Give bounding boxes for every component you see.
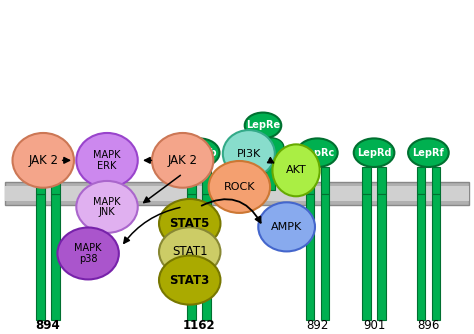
Circle shape [179, 138, 219, 167]
Text: MAPK
JNK: MAPK JNK [93, 196, 121, 217]
Bar [51, 194, 60, 320]
Ellipse shape [159, 256, 220, 305]
Text: 894: 894 [36, 319, 60, 332]
Bar [362, 167, 371, 194]
Bar [36, 167, 45, 194]
Bar [432, 194, 440, 320]
Text: PI3K: PI3K [237, 149, 261, 159]
Text: JAK 2: JAK 2 [28, 154, 58, 167]
Circle shape [408, 138, 449, 167]
Text: 901: 901 [363, 319, 385, 332]
Text: MAPK
ERK: MAPK ERK [93, 150, 121, 171]
Bar [251, 155, 260, 190]
Text: LepRf: LepRf [412, 148, 444, 158]
Bar [377, 194, 386, 320]
Circle shape [257, 138, 284, 156]
Circle shape [354, 138, 394, 167]
Ellipse shape [76, 133, 138, 188]
Bar [36, 194, 45, 320]
Text: AKT: AKT [286, 165, 307, 175]
Text: ROCK: ROCK [224, 182, 255, 192]
Ellipse shape [76, 181, 138, 233]
Text: LepRb: LepRb [182, 148, 217, 158]
Ellipse shape [159, 199, 220, 248]
Text: MAPK
p38: MAPK p38 [74, 243, 102, 264]
Ellipse shape [273, 144, 319, 196]
Bar [306, 194, 314, 320]
Circle shape [27, 138, 68, 167]
Bar [51, 167, 60, 194]
Text: STAT3: STAT3 [170, 274, 210, 287]
Text: LepRe: LepRe [246, 121, 280, 130]
Text: 892: 892 [306, 319, 328, 332]
Text: LepRa: LepRa [31, 148, 65, 158]
Text: 896: 896 [417, 319, 439, 332]
Ellipse shape [223, 130, 275, 177]
Ellipse shape [152, 133, 213, 188]
Text: STAT5: STAT5 [170, 217, 210, 230]
Text: JAK 2: JAK 2 [168, 154, 198, 167]
Bar [266, 155, 275, 190]
Text: AMPK: AMPK [271, 222, 302, 232]
Bar [320, 167, 329, 194]
Text: STAT1: STAT1 [172, 245, 208, 258]
Text: LepRd: LepRd [357, 148, 392, 158]
Bar [5, 182, 469, 205]
Bar [417, 194, 425, 320]
Ellipse shape [57, 227, 119, 280]
Bar [362, 194, 371, 320]
Bar [417, 167, 425, 194]
Bar [187, 167, 196, 194]
Bar [432, 167, 440, 194]
Circle shape [242, 138, 269, 156]
Text: LepRc: LepRc [301, 148, 334, 158]
Bar [306, 167, 314, 194]
Ellipse shape [209, 161, 270, 213]
Ellipse shape [159, 227, 220, 276]
Text: 1162: 1162 [183, 319, 216, 332]
Bar [202, 167, 211, 194]
Bar [202, 194, 211, 320]
Bar [5, 186, 469, 201]
Circle shape [297, 138, 337, 167]
Ellipse shape [12, 133, 74, 188]
Circle shape [245, 113, 281, 138]
Ellipse shape [258, 202, 315, 252]
Bar [377, 167, 386, 194]
Bar [187, 194, 196, 320]
Bar [320, 194, 329, 320]
